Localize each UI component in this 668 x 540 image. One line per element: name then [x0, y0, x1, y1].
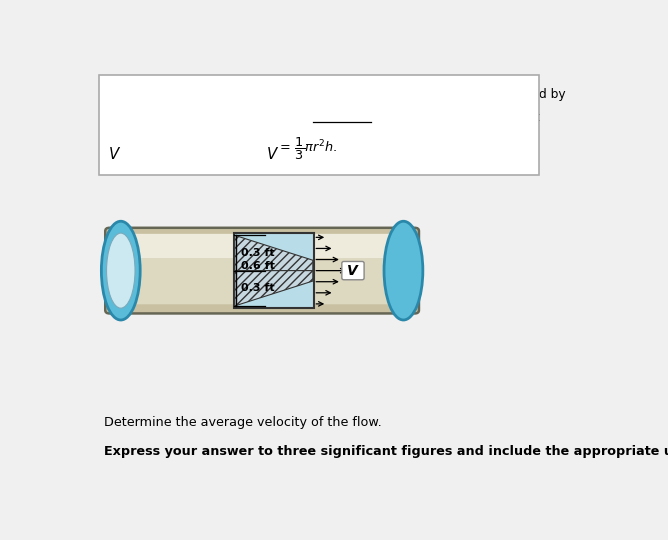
Text: 0.3 ft: 0.3 ft	[241, 248, 275, 258]
Polygon shape	[234, 271, 313, 306]
Text: $\mathbf{\mathit{V}}$: $\mathbf{\mathit{V}}$	[108, 146, 122, 161]
Ellipse shape	[384, 221, 423, 320]
Text: V: V	[347, 264, 357, 278]
Text: the truncated conical distribution as shown in (Figure 1). Suppose that: the truncated conical distribution as sh…	[108, 111, 540, 124]
Bar	[234, 233, 314, 308]
Text: The volume of a cone is: The volume of a cone is	[185, 148, 339, 161]
FancyBboxPatch shape	[112, 237, 413, 305]
FancyBboxPatch shape	[106, 228, 419, 313]
Text: The velocity profile of a liquid flowing through the pipe is approximated by: The velocity profile of a liquid flowing…	[108, 87, 566, 100]
FancyBboxPatch shape	[99, 75, 539, 175]
Text: 0.3 ft: 0.3 ft	[241, 284, 275, 293]
Text: Determine the average velocity of the flow.: Determine the average velocity of the fl…	[104, 416, 382, 429]
Text: = 4 ft/s.: = 4 ft/s.	[122, 148, 178, 161]
Ellipse shape	[102, 221, 140, 320]
Polygon shape	[234, 235, 313, 271]
FancyBboxPatch shape	[342, 261, 364, 280]
Text: 0.6 ft: 0.6 ft	[241, 261, 275, 272]
Text: Hint:: Hint:	[168, 148, 196, 161]
Text: $=\,\dfrac{1}{3}\pi r^2 h.$: $=\,\dfrac{1}{3}\pi r^2 h.$	[277, 136, 337, 161]
Text: $\mathbf{\mathit{V}}$: $\mathbf{\mathit{V}}$	[266, 146, 279, 161]
FancyBboxPatch shape	[112, 234, 412, 258]
Text: Express your answer to three significant figures and include the appropriate uni: Express your answer to three significant…	[104, 445, 668, 458]
Ellipse shape	[106, 233, 135, 308]
